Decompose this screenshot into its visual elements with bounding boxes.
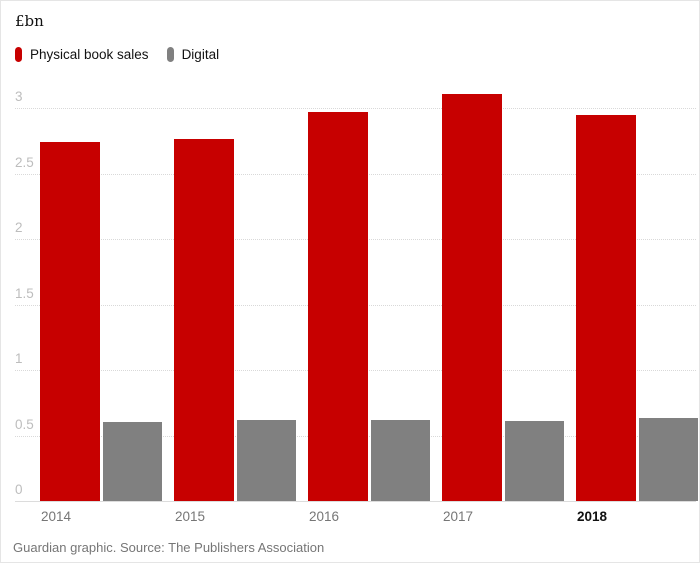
source-caption: Guardian graphic. Source: The Publishers… xyxy=(13,540,325,555)
x-tick-label-2014: 2014 xyxy=(41,509,72,524)
bar-physical-2015 xyxy=(174,139,234,501)
bar-digital-2017 xyxy=(505,421,564,501)
y-tick-label-1.5: 1.5 xyxy=(15,285,34,301)
bar-physical-2018 xyxy=(576,115,636,501)
legend-item-digital: Digital xyxy=(166,47,220,62)
y-tick-label-1: 1 xyxy=(15,351,23,366)
bar-digital-2014 xyxy=(103,422,162,501)
bar-digital-2018 xyxy=(639,418,698,501)
x-tick-label-2018: 2018 xyxy=(577,509,608,524)
chart-title: £bn xyxy=(15,12,44,30)
y-tick-label-2: 2 xyxy=(15,220,23,235)
legend-label-physical: Physical book sales xyxy=(30,47,149,62)
x-tick-label-2015: 2015 xyxy=(175,509,206,524)
bar-digital-2015 xyxy=(237,420,296,501)
bar-digital-2016 xyxy=(371,420,430,501)
legend: Physical book sales Digital xyxy=(15,47,219,62)
y-tick-label-3: 3 xyxy=(15,89,23,104)
legend-swatch-digital xyxy=(166,47,174,62)
legend-label-digital: Digital xyxy=(181,47,220,62)
bar-physical-2014 xyxy=(40,142,100,501)
x-axis-baseline xyxy=(15,501,696,502)
y-tick-label-2.5: 2.5 xyxy=(15,154,34,170)
legend-item-physical: Physical book sales xyxy=(15,47,149,62)
bar-physical-2017 xyxy=(442,94,502,501)
bar-physical-2016 xyxy=(308,112,368,501)
legend-swatch-physical xyxy=(15,47,22,62)
x-tick-label-2017: 2017 xyxy=(443,509,474,524)
y-tick-label-0.5: 0.5 xyxy=(15,416,34,432)
y-tick-label-0: 0 xyxy=(15,482,23,497)
x-tick-label-2016: 2016 xyxy=(309,509,340,524)
gridline-3 xyxy=(15,108,696,109)
